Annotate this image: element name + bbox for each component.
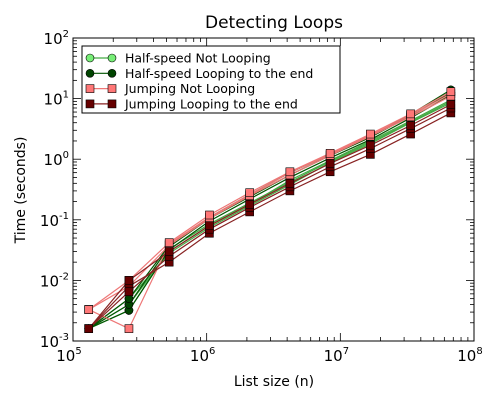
legend-label: Half-speed Not Looping: [125, 51, 271, 66]
legend-marker: [107, 99, 117, 109]
x-tick-label: 108: [457, 346, 482, 365]
data-point: [406, 121, 415, 130]
legend-marker: [85, 84, 95, 93]
axis-ticks: 105 106 107 108 10-3 10-2 10-1 100 101 102: [40, 29, 483, 365]
legend-label: Half-speed Looping to the end: [125, 66, 313, 81]
legend-label: Jumping Looping to the end: [124, 96, 298, 111]
data-point: [205, 210, 214, 220]
legend-marker: [107, 69, 117, 78]
data-point: [205, 221, 214, 230]
data-point: [446, 100, 456, 109]
data-point: [366, 129, 375, 139]
series-line: [88, 103, 452, 330]
y-tick-label: 101: [44, 90, 69, 109]
data-point: [124, 324, 134, 333]
legend-marker: [107, 53, 117, 63]
y-axis-label: Time (seconds): [13, 137, 29, 245]
series-line: [88, 107, 452, 330]
data-point: [285, 167, 295, 177]
series-line: [88, 91, 452, 311]
data-point: [325, 159, 335, 168]
data-point: [285, 179, 295, 188]
data-point: [245, 188, 254, 198]
data-point: [406, 109, 415, 119]
data-point: [245, 200, 254, 209]
series-line: [88, 99, 452, 330]
plot-frame: [72, 37, 475, 342]
y-tick-label: 100: [44, 150, 69, 169]
data-point: [84, 324, 94, 333]
data-point: [124, 276, 134, 285]
legend-marker: [85, 99, 95, 109]
x-tick-label: 107: [324, 346, 349, 365]
data-point: [164, 247, 174, 256]
data-point: [366, 140, 375, 150]
legend-marker: [85, 53, 95, 63]
series-line: [88, 112, 452, 330]
plot-area: [84, 85, 456, 333]
legend-marker: [107, 84, 117, 93]
legend-label: Jumping Not Looping: [124, 81, 255, 96]
x-tick-label: 106: [190, 346, 215, 365]
data-point: [164, 238, 174, 247]
series-line: [88, 93, 452, 330]
legend-marker: [85, 69, 95, 78]
x-tick-label: 105: [56, 346, 81, 365]
data-point: [84, 305, 94, 314]
x-axis-label: List size (n): [234, 374, 314, 390]
y-tick-label: 10-1: [40, 211, 69, 230]
y-tick-label: 10-3: [40, 332, 69, 351]
data-point: [124, 287, 134, 297]
series-line: [88, 102, 452, 330]
series-line: [88, 94, 452, 330]
y-tick-label: 102: [44, 29, 69, 48]
legend-box: [81, 45, 341, 114]
data-point: [446, 87, 456, 96]
chart-title: Detecting Loops: [205, 13, 343, 33]
y-tick-label: 10-2: [40, 271, 69, 290]
data-point: [325, 149, 335, 158]
